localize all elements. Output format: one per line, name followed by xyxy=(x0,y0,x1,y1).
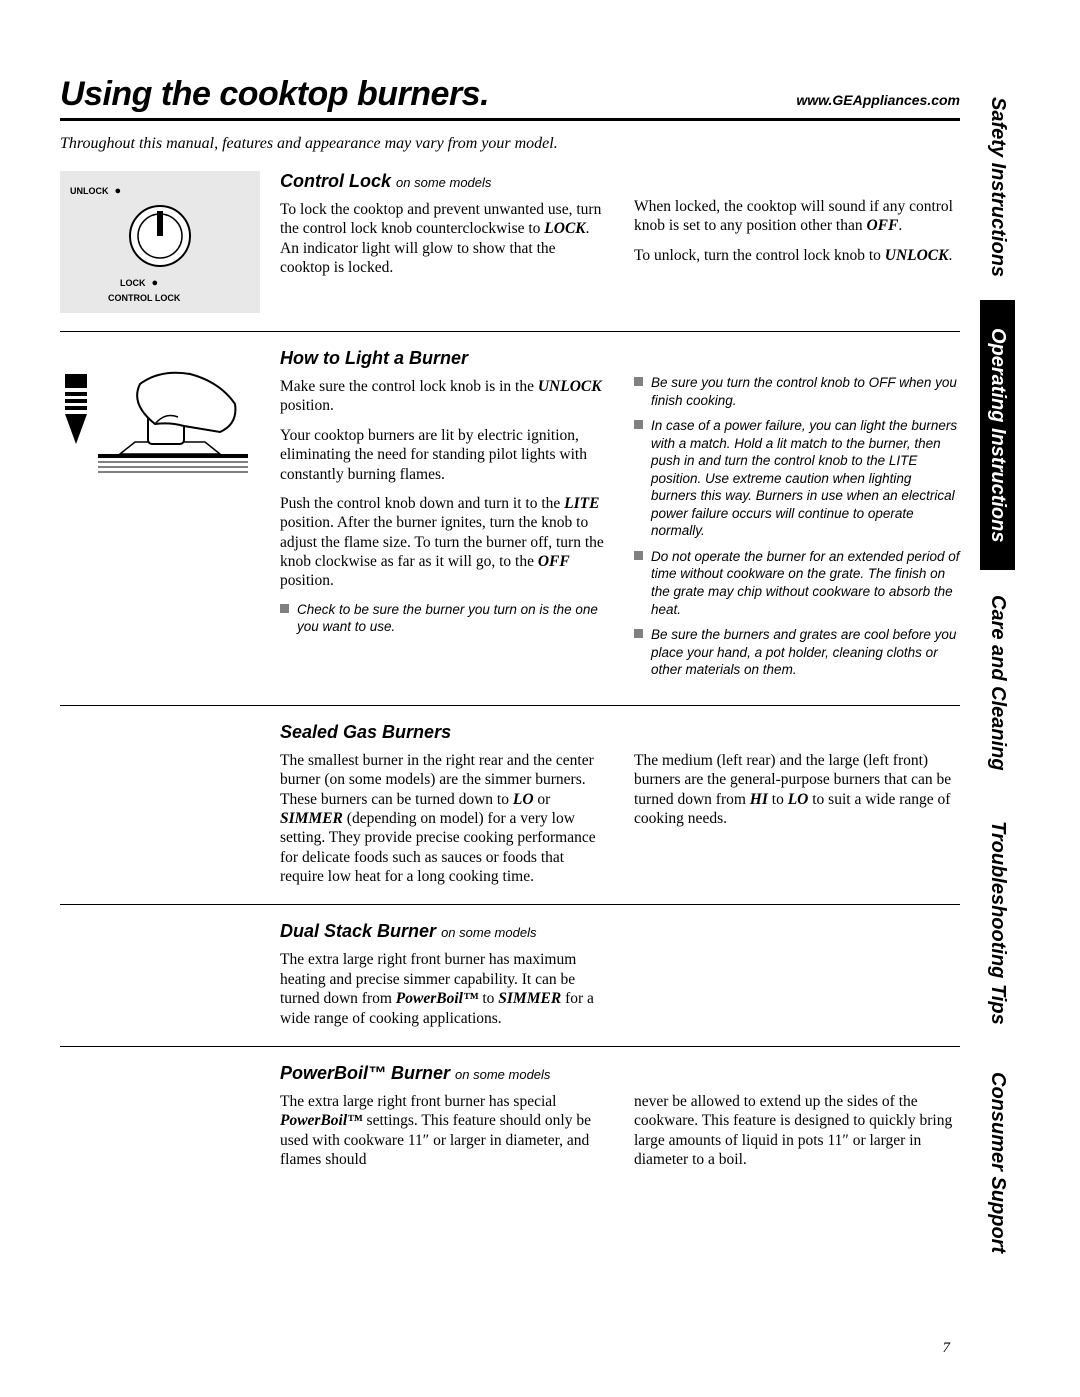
body-text: To unlock, turn the control lock knob to… xyxy=(634,246,960,265)
knob-control-lock-label: CONTROL LOCK xyxy=(108,293,250,303)
bullet-item: Do not operate the burner for an extende… xyxy=(634,548,960,618)
tab-support: Consumer Support xyxy=(980,1050,1015,1275)
page-subtitle: Throughout this manual, features and app… xyxy=(60,135,960,153)
page-url: www.GEAppliances.com xyxy=(796,92,960,108)
bullet-item: Be sure you turn the control knob to OFF… xyxy=(634,374,960,409)
body-text: When locked, the cooktop will sound if a… xyxy=(634,197,960,236)
knob-lock-label: LOCK xyxy=(120,278,146,288)
knob-icon xyxy=(125,201,195,271)
body-text: Your cooktop burners are lit by electric… xyxy=(280,426,606,484)
page-title: Using the cooktop burners. xyxy=(60,75,489,114)
knob-unlock-label: UNLOCK xyxy=(70,186,109,196)
section-heading: PowerBoil™ Burner on some models xyxy=(280,1063,960,1084)
control-lock-figure: UNLOCK● LOCK● CONTROL LOCK xyxy=(60,171,260,313)
section-dual-stack: Dual Stack Burner on some models The ext… xyxy=(60,921,960,1047)
section-heading: How to Light a Burner xyxy=(280,348,606,369)
section-heading: Control Lock on some models xyxy=(280,171,606,192)
body-text: The medium (left rear) and the large (le… xyxy=(634,751,960,829)
bullet-item: In case of a power failure, you can ligh… xyxy=(634,417,960,540)
tab-care: Care and Cleaning xyxy=(980,570,1015,795)
section-heading: Dual Stack Burner on some models xyxy=(280,921,960,942)
section-heading: Sealed Gas Burners xyxy=(280,722,960,743)
hand-knob-figure xyxy=(60,354,260,489)
page-number: 7 xyxy=(943,1340,951,1357)
bullet-item: Check to be sure the burner you turn on … xyxy=(280,601,606,636)
body-text: The smallest burner in the right rear an… xyxy=(280,751,606,887)
body-text: To lock the cooktop and prevent unwanted… xyxy=(280,200,606,278)
body-text: The extra large right front burner has s… xyxy=(280,1092,606,1170)
section-light-burner: How to Light a Burner Make sure the cont… xyxy=(60,348,960,706)
side-tab-container: Safety Instructions Operating Instructio… xyxy=(980,75,1020,1305)
tab-operating: Operating Instructions xyxy=(980,300,1015,570)
body-text: Push the control knob down and turn it t… xyxy=(280,494,606,591)
bullet-item: Be sure the burners and grates are cool … xyxy=(634,626,960,679)
section-powerboil: PowerBoil™ Burner on some models The ext… xyxy=(60,1063,960,1170)
body-text: The extra large right front burner has m… xyxy=(280,950,606,1028)
section-sealed-burners: Sealed Gas Burners The smallest burner i… xyxy=(60,722,960,906)
section-control-lock: UNLOCK● LOCK● CONTROL LOCK Control Lock … xyxy=(60,171,960,332)
tab-troubleshooting: Troubleshooting Tips xyxy=(980,795,1015,1050)
body-text: never be allowed to extend up the sides … xyxy=(634,1092,960,1170)
tab-safety: Safety Instructions xyxy=(980,75,1015,300)
body-text: Make sure the control lock knob is in th… xyxy=(280,377,606,416)
